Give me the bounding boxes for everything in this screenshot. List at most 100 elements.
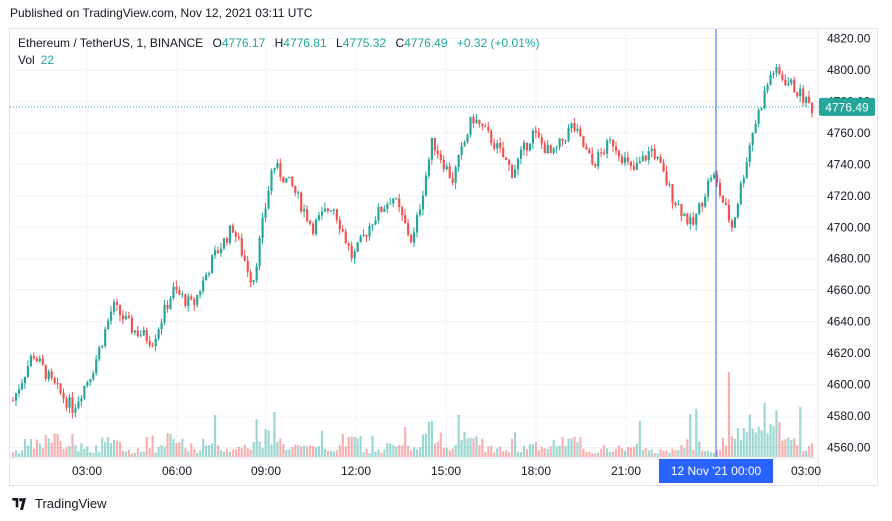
candle-body bbox=[133, 330, 136, 333]
volume-bar bbox=[380, 452, 383, 457]
candle-body bbox=[320, 211, 324, 216]
candle-body bbox=[225, 238, 229, 243]
candle-body bbox=[270, 170, 273, 191]
volume-bar bbox=[469, 437, 472, 457]
candle-body bbox=[258, 237, 261, 267]
candle-body bbox=[760, 108, 763, 111]
volume-bar bbox=[451, 448, 454, 457]
candle-body bbox=[713, 174, 716, 179]
candle-body bbox=[196, 295, 199, 305]
candle-body bbox=[710, 178, 713, 181]
candle-body bbox=[680, 203, 683, 217]
volume-bar bbox=[237, 446, 240, 457]
volume-bar bbox=[647, 450, 650, 457]
candle-body bbox=[329, 210, 332, 212]
y-tick-label: 4600.00 bbox=[827, 378, 871, 392]
candle-body bbox=[332, 209, 335, 211]
candle-body bbox=[110, 311, 113, 321]
y-tick-label: 4660.00 bbox=[827, 283, 871, 297]
volume-bar bbox=[273, 412, 276, 457]
volume-bar bbox=[264, 429, 267, 457]
volume-bar bbox=[252, 441, 255, 457]
candle-body bbox=[392, 198, 395, 204]
candle-body bbox=[89, 378, 92, 383]
volume-bar bbox=[270, 444, 273, 457]
candle-body bbox=[148, 340, 151, 346]
volume-bar bbox=[231, 450, 234, 457]
candle-body bbox=[505, 157, 508, 160]
chart-legend: Ethereum / TetherUS, 1, BINANCE O4776.17… bbox=[18, 35, 540, 69]
candle-body bbox=[335, 209, 338, 220]
candle-body bbox=[499, 143, 502, 148]
volume-bar bbox=[291, 446, 294, 457]
volume-bar bbox=[689, 414, 692, 457]
volume-bar bbox=[516, 451, 520, 457]
last-price-tag: 4776.49 bbox=[819, 97, 875, 116]
candle-body bbox=[317, 215, 321, 220]
candle-body bbox=[395, 198, 398, 200]
volume-bar bbox=[721, 437, 725, 457]
candle-body bbox=[436, 150, 439, 155]
volume-bar bbox=[442, 447, 445, 457]
volume-bar bbox=[460, 439, 463, 457]
footer-brand[interactable]: TradingView bbox=[10, 496, 107, 511]
volume-bar bbox=[436, 441, 439, 457]
candle-body bbox=[724, 202, 728, 205]
candle-body bbox=[47, 371, 50, 379]
volume-bar bbox=[383, 449, 386, 457]
volume-bar bbox=[341, 433, 344, 457]
candle-body bbox=[98, 347, 101, 360]
crosshair-label-bg bbox=[659, 459, 773, 483]
volume-bar bbox=[154, 452, 157, 457]
candle-body bbox=[243, 255, 246, 261]
candle-body bbox=[650, 148, 653, 152]
volume-bar bbox=[754, 432, 757, 457]
candle-body bbox=[433, 138, 436, 151]
volume-bar bbox=[56, 434, 59, 457]
candle-body bbox=[656, 156, 659, 159]
volume-bar bbox=[481, 438, 484, 457]
volume-bar bbox=[591, 453, 594, 457]
candle-body bbox=[118, 304, 122, 316]
volume-bar bbox=[12, 452, 15, 457]
candle-body bbox=[508, 159, 511, 166]
candle-body bbox=[739, 183, 742, 204]
candle-body bbox=[237, 236, 240, 239]
candle-body bbox=[707, 180, 710, 197]
close-value: 4776.49 bbox=[404, 36, 448, 50]
volume-bar bbox=[353, 436, 356, 457]
volume-bar bbox=[769, 424, 772, 457]
volume-bar bbox=[751, 428, 754, 457]
candle-body bbox=[231, 225, 234, 233]
volume-bar bbox=[564, 445, 567, 457]
symbol-name[interactable]: Ethereum / TetherUS, 1, BINANCE bbox=[18, 36, 204, 50]
candle-body bbox=[154, 338, 157, 347]
candle-body bbox=[591, 153, 594, 164]
candle-body bbox=[448, 166, 451, 178]
volume-bar bbox=[261, 447, 264, 457]
candle-body bbox=[597, 152, 600, 167]
volume-bar bbox=[317, 446, 321, 457]
candle-body bbox=[136, 330, 139, 337]
y-tick-label: 4760.00 bbox=[827, 126, 871, 140]
high-label: H bbox=[274, 36, 284, 50]
candle-body bbox=[285, 178, 288, 183]
volume-bar bbox=[674, 450, 677, 457]
volume-bar bbox=[344, 446, 347, 457]
x-tick-label: 03:00 bbox=[72, 464, 102, 478]
volume-bar bbox=[392, 445, 395, 457]
candle-body bbox=[166, 304, 169, 309]
candle-body bbox=[240, 238, 243, 256]
candle-body bbox=[205, 274, 208, 281]
candle-body bbox=[65, 398, 68, 408]
candle-body bbox=[442, 159, 445, 170]
candle-body bbox=[398, 198, 401, 208]
volume-bar bbox=[623, 450, 627, 457]
volume-bar bbox=[71, 433, 74, 457]
volume-bar bbox=[418, 447, 422, 457]
candle-body bbox=[531, 130, 534, 144]
volume-bar bbox=[650, 449, 653, 457]
candle-body bbox=[609, 139, 612, 141]
volume-bar bbox=[787, 437, 790, 457]
